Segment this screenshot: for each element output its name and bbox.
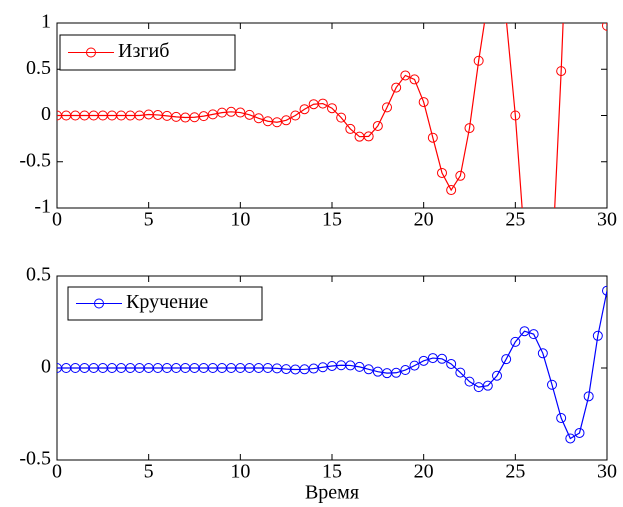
marker — [437, 167, 447, 178]
marker — [464, 123, 475, 134]
marker — [290, 110, 301, 121]
x-tick-label: 5 — [144, 209, 154, 231]
x-tick-label: 15 — [322, 209, 342, 231]
x-axis-label: Время — [305, 482, 359, 504]
x-tick-label: 0 — [52, 209, 62, 231]
marker — [391, 82, 402, 93]
marker — [510, 336, 521, 347]
marker — [281, 115, 292, 126]
x-tick-label: 25 — [505, 461, 525, 483]
marker — [504, 23, 509, 24]
y-tick-label: 0.5 — [26, 264, 51, 286]
legend: Кручение — [67, 286, 263, 321]
y-tick-label: -0.5 — [19, 149, 51, 171]
marker — [446, 185, 457, 196]
marker — [418, 97, 429, 108]
marker — [235, 107, 246, 118]
x-tick-label: 20 — [414, 209, 434, 231]
marker — [455, 170, 466, 181]
marker — [565, 433, 576, 444]
marker — [501, 354, 512, 365]
x-tick-label: 30 — [597, 461, 617, 483]
y-tick-label: 1 — [41, 11, 51, 33]
plot-area — [57, 285, 607, 444]
marker — [519, 326, 530, 337]
marker — [547, 379, 557, 390]
x-tick-label: 30 — [597, 209, 617, 231]
marker — [446, 358, 457, 369]
axes: 0 5 10 15 20 25 30 -1 -0.5 0 0.5 1 Изгиб — [19, 0, 617, 270]
marker — [455, 367, 466, 378]
marker — [354, 361, 365, 372]
marker — [409, 360, 420, 371]
marker — [492, 370, 502, 381]
legend-label: Кручение — [126, 291, 208, 313]
marker — [520, 236, 529, 245]
marker — [400, 70, 411, 81]
marker — [299, 104, 310, 115]
marker — [548, 261, 557, 270]
legend-marker — [86, 47, 96, 58]
marker — [482, 380, 493, 391]
marker — [583, 391, 594, 402]
marker — [574, 427, 585, 438]
marker — [418, 355, 429, 366]
marker — [400, 365, 411, 376]
plot-area — [57, 0, 607, 270]
marker — [537, 348, 548, 359]
legend-label: Изгиб — [118, 40, 169, 62]
marker — [317, 98, 328, 109]
marker — [345, 123, 356, 134]
marker — [483, 0, 492, 5]
x-tick-label: 5 — [144, 461, 154, 483]
marker — [437, 353, 447, 364]
marker — [556, 413, 567, 424]
marker — [473, 55, 484, 66]
y-tick-label: -0.5 — [19, 448, 51, 470]
marker — [592, 330, 603, 341]
marker — [602, 23, 607, 31]
marker — [253, 113, 264, 124]
marker — [510, 110, 521, 121]
x-tick-label: 10 — [230, 461, 250, 483]
x-tick-label: 10 — [230, 209, 250, 231]
marker — [382, 102, 392, 113]
marker — [391, 367, 402, 378]
x-tick-label: 15 — [322, 461, 342, 483]
y-tick-label: 0 — [41, 356, 51, 378]
x-tick-label: 0 — [52, 461, 62, 483]
marker — [464, 376, 475, 387]
x-tick-label: 25 — [505, 209, 525, 231]
marker — [336, 112, 347, 123]
legend-marker — [94, 298, 104, 309]
marker — [244, 109, 255, 120]
y-tick-label: 0.5 — [26, 57, 51, 79]
marker — [427, 132, 438, 143]
marker — [528, 329, 539, 340]
x-tick-label: 20 — [414, 461, 434, 483]
y-tick-label: -1 — [34, 196, 51, 218]
marker — [272, 117, 282, 128]
marker — [363, 364, 374, 375]
legend: Изгиб — [59, 34, 236, 71]
series-line — [57, 23, 607, 208]
marker — [363, 131, 374, 142]
marker — [556, 66, 567, 77]
marker — [602, 285, 607, 296]
y-tick-label: 0 — [41, 103, 51, 125]
marker — [409, 74, 420, 85]
marker — [372, 120, 383, 131]
marker — [327, 103, 337, 114]
series-line — [57, 290, 607, 440]
